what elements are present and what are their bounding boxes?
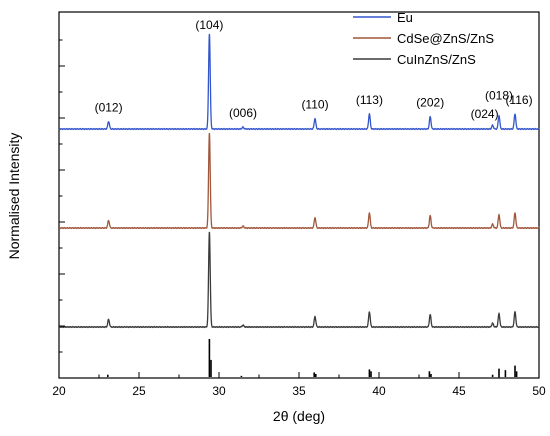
peak-label: (018) [485, 89, 513, 103]
traces [58, 33, 540, 329]
peak-label: (024) [471, 107, 499, 121]
series-line-eu [58, 33, 540, 131]
peak-label: (202) [416, 96, 444, 110]
peak-label: (113) [356, 93, 383, 107]
x-axis-ticks: 20 25 30 35 40 45 50 [52, 372, 546, 398]
legend: Eu CdSe@ZnS/ZnS CuInZnS/ZnS [353, 10, 494, 67]
peak-label: (012) [95, 100, 123, 114]
x-tick-label: 50 [532, 384, 546, 398]
legend-label: CdSe@ZnS/ZnS [397, 31, 494, 46]
x-tick-label: 20 [52, 384, 66, 398]
reference-sticks [107, 339, 518, 377]
peak-label: (116) [505, 93, 532, 107]
series-line-cdse-zns-zns [58, 133, 540, 230]
peak-label: (006) [229, 106, 257, 120]
x-tick-label: 45 [452, 384, 466, 398]
x-tick-label: 30 [212, 384, 226, 398]
legend-label: Eu [397, 10, 413, 25]
x-tick-label: 25 [132, 384, 146, 398]
y-axis-label: Normalised Intensity [6, 133, 22, 260]
x-tick-label: 35 [292, 384, 306, 398]
peak-label: (110) [301, 98, 328, 112]
x-axis-label: 2θ (deg) [273, 408, 325, 424]
peak-labels: (012) (104) (006) (110) (113) (202) (024) (018)… [95, 18, 533, 121]
series-line-cuinzns-zns [58, 231, 540, 329]
peak-label: (104) [195, 18, 223, 32]
y-axis-ticks [59, 39, 65, 353]
x-tick-label: 40 [372, 384, 386, 398]
legend-label: CuInZnS/ZnS [397, 52, 476, 67]
